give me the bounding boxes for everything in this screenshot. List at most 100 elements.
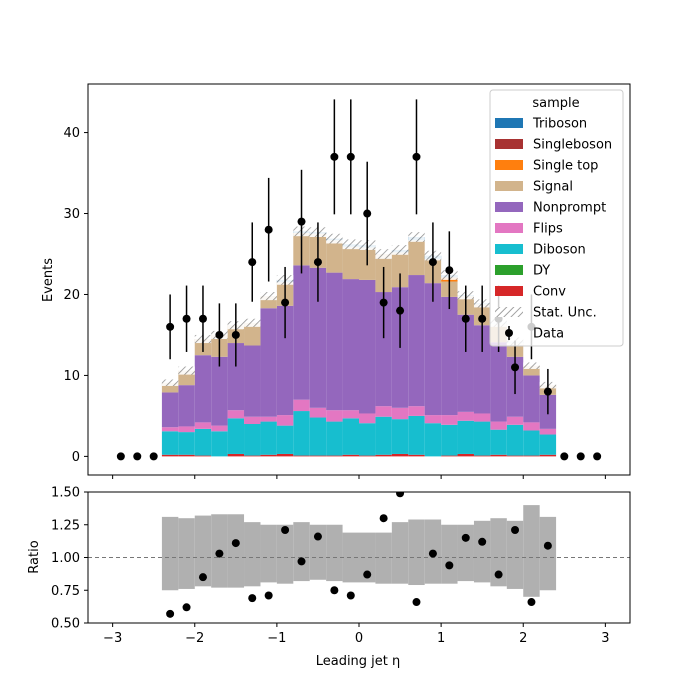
bar-diboson	[490, 429, 507, 455]
data-point	[281, 298, 290, 307]
bar-nonprompt	[473, 325, 491, 414]
stat-unc-band	[178, 366, 195, 375]
ratio-point	[412, 598, 421, 607]
stat-unc-band	[161, 379, 179, 386]
bar-diboson	[161, 431, 179, 455]
ratio-point	[264, 591, 273, 600]
ratio-point	[313, 532, 322, 541]
data-point	[576, 452, 585, 461]
ratio-y-tick-label: 1.25	[51, 518, 80, 533]
main-x-axis	[112, 475, 606, 479]
bar-diboson	[424, 423, 442, 457]
ratio-unc-band	[539, 516, 557, 591]
ratio-point	[494, 570, 503, 579]
data-point	[231, 330, 240, 339]
main-y-tick-label: 0	[72, 450, 80, 465]
bar-conv	[244, 455, 261, 457]
bar-conv	[260, 454, 277, 457]
main-y-tick-label: 40	[63, 126, 80, 141]
bar-nonprompt	[244, 345, 261, 417]
data-point	[461, 314, 470, 323]
bar-conv	[523, 455, 540, 457]
data-point	[116, 452, 125, 461]
bar-diboson	[276, 425, 294, 454]
bar-nonprompt	[424, 283, 442, 416]
bar-conv	[161, 454, 179, 457]
ratio-point	[461, 533, 470, 542]
bar-conv	[326, 455, 343, 457]
bar-nonprompt	[375, 292, 392, 407]
data-point	[330, 152, 339, 161]
bar-nonprompt	[211, 356, 228, 426]
ratio-unc-band	[457, 524, 474, 582]
bar-diboson	[194, 428, 212, 456]
legend-marker	[505, 329, 513, 337]
bar-conv	[408, 454, 425, 457]
legend-swatch	[495, 223, 523, 233]
bar-diboson	[539, 434, 557, 455]
ratio-x-tick-label: −1	[267, 631, 286, 646]
bar-conv	[441, 455, 458, 457]
legend-label: Nonprompt	[533, 201, 606, 216]
legend-label: Signal	[533, 180, 573, 195]
bar-signal	[161, 382, 179, 393]
bar-conv	[227, 453, 245, 457]
data-point	[149, 452, 158, 461]
bar-conv	[391, 453, 409, 457]
ratio-point	[166, 609, 175, 618]
x-axis-label: Leading jet η	[316, 654, 401, 669]
legend-swatch	[495, 118, 523, 128]
bar-diboson	[178, 432, 195, 455]
bar-flips	[276, 415, 294, 426]
data-point	[215, 330, 224, 339]
stat-unc-band	[408, 232, 425, 242]
ratio-unc-band	[506, 520, 524, 589]
data-point	[133, 452, 142, 461]
bar-signal	[244, 322, 261, 346]
ratio-unc-band	[293, 522, 310, 582]
main-y-label: Events	[41, 258, 56, 302]
ratio-x-axis: −3 −2 −1 0 1 2 3	[103, 623, 610, 646]
ratio-point	[511, 525, 520, 534]
stat-unc-band	[342, 239, 359, 250]
bar-flips	[457, 411, 474, 421]
bar-diboson	[375, 416, 392, 455]
bar-nonprompt	[342, 279, 359, 411]
bar-conv	[342, 454, 359, 457]
data-point	[297, 217, 306, 226]
data-point	[182, 314, 191, 323]
ratio-unc-band	[161, 516, 179, 591]
data-point	[543, 387, 552, 396]
bar-diboson	[359, 423, 376, 456]
ratio-point	[428, 549, 437, 558]
bar-signal	[408, 240, 425, 276]
bar-conv	[490, 454, 507, 457]
stat-unc-band	[326, 233, 343, 244]
legend-swatch	[495, 139, 523, 149]
bar-nonprompt	[490, 342, 507, 422]
bar-diboson	[342, 418, 359, 455]
bar-flips	[260, 416, 277, 422]
stat-unc-band	[523, 362, 540, 369]
data-point	[248, 258, 257, 267]
ratio-point	[182, 603, 191, 612]
bar-diboson	[473, 421, 491, 456]
bar-nonprompt	[326, 272, 343, 411]
bar-nonprompt	[161, 392, 179, 428]
ratio-y-tick-label: 1.00	[51, 551, 80, 566]
ratio-unc-band	[490, 518, 507, 587]
bar-nonprompt	[276, 305, 294, 416]
ratio-unc-band	[523, 505, 540, 597]
legend-label: Singleboson	[533, 138, 612, 153]
ratio-point	[379, 514, 388, 523]
bar-flips	[506, 416, 524, 425]
legend-swatch	[495, 202, 523, 212]
main-y-tick-label: 10	[63, 369, 80, 384]
bar-nonprompt	[523, 375, 540, 423]
ratio-point	[215, 549, 224, 558]
ratio-y-axis: 0.50 0.75 1.00 1.25 1.50	[51, 486, 88, 632]
ratio-unc-band	[260, 524, 277, 583]
bar-conv	[473, 455, 491, 457]
ratio-unc-band	[244, 522, 261, 587]
ratio-y-label: Ratio	[27, 540, 42, 573]
